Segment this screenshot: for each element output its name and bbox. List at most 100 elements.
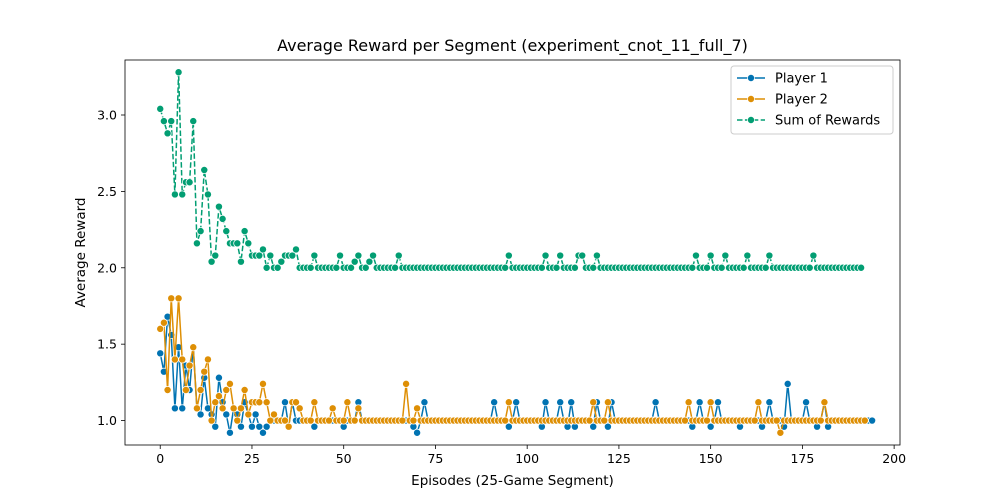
- data-point-player-2: [174, 294, 183, 303]
- data-point-player-2: [776, 428, 785, 437]
- y-tick-label: 2.5: [97, 184, 117, 199]
- data-point-player-1: [512, 398, 521, 407]
- data-point-player-2: [600, 416, 609, 425]
- data-point-player-1: [706, 422, 715, 431]
- x-tick-label: 0: [156, 451, 164, 466]
- data-point-player-1: [714, 398, 722, 407]
- x-axis: 0 25 50 75 100 125 150 175 200: [156, 445, 906, 466]
- data-point-player-2: [504, 398, 513, 407]
- data-point-player-2: [167, 294, 176, 303]
- x-tick-label: 50: [336, 451, 352, 466]
- data-point-sum-of-rewards: [365, 257, 374, 266]
- legend-marker: [747, 74, 755, 82]
- data-point-player-2: [402, 379, 411, 388]
- data-point-player-1: [504, 422, 513, 431]
- data-point-player-2: [236, 404, 245, 413]
- data-point-player-2: [501, 416, 510, 425]
- data-point-player-2: [603, 398, 612, 407]
- legend: Player 1 Player 2 Sum of Rewards: [730, 65, 894, 135]
- data-point-sum-of-rewards: [233, 239, 242, 248]
- data-point-player-2: [189, 343, 198, 352]
- data-point-sum-of-rewards: [578, 251, 587, 260]
- data-point-player-2: [306, 416, 315, 425]
- data-point-player-2: [706, 398, 715, 407]
- data-point-sum-of-rewards: [336, 251, 345, 260]
- data-point-player-1: [567, 398, 576, 407]
- data-point-player-2: [262, 398, 271, 407]
- legend-label: Player 2: [775, 93, 828, 108]
- data-point-player-1: [765, 398, 774, 407]
- data-point-sum-of-rewards: [200, 166, 209, 174]
- data-point-sum-of-rewards: [501, 263, 510, 272]
- data-point-player-1: [247, 422, 256, 431]
- data-point-sum-of-rewards: [266, 251, 275, 260]
- data-point-player-1: [251, 410, 260, 419]
- plot-area: [156, 68, 877, 437]
- data-point-player-2: [328, 404, 337, 413]
- data-point-player-2: [684, 398, 693, 407]
- data-point-player-2: [222, 386, 231, 394]
- data-point-sum-of-rewards: [369, 251, 378, 260]
- legend-label: Player 1: [775, 72, 828, 87]
- data-point-sum-of-rewards: [159, 117, 168, 126]
- data-point-player-1: [413, 428, 422, 437]
- data-point-sum-of-rewards: [185, 178, 194, 187]
- data-point-player-1: [178, 404, 187, 413]
- data-point-player-1: [556, 398, 565, 407]
- data-point-player-2: [200, 367, 209, 376]
- data-point-player-1: [783, 379, 792, 388]
- x-tick-label: 175: [790, 451, 814, 466]
- data-point-player-2: [860, 416, 869, 425]
- data-point-player-1: [196, 410, 205, 419]
- data-point-player-2: [211, 398, 220, 407]
- data-point-sum-of-rewards: [156, 104, 165, 113]
- data-point-player-1: [262, 422, 271, 431]
- data-point-sum-of-rewards: [332, 263, 341, 272]
- data-point-sum-of-rewards: [589, 263, 598, 272]
- data-point-sum-of-rewards: [262, 263, 271, 272]
- data-point-sum-of-rewards: [207, 257, 216, 266]
- legend-marker: [747, 116, 755, 124]
- data-point-player-2: [295, 404, 304, 413]
- data-point-sum-of-rewards: [288, 251, 297, 260]
- data-point-player-2: [343, 398, 352, 407]
- data-point-player-1: [222, 410, 231, 419]
- data-point-player-2: [750, 416, 759, 425]
- data-point-sum-of-rewards: [170, 190, 179, 199]
- data-point-sum-of-rewards: [739, 263, 748, 272]
- data-point-player-2: [163, 386, 172, 394]
- y-tick-label: 2.0: [97, 260, 117, 275]
- data-point-sum-of-rewards: [809, 251, 818, 260]
- data-point-sum-of-rewards: [292, 245, 300, 254]
- data-point-player-2: [772, 416, 781, 425]
- data-point-player-2: [214, 392, 223, 401]
- data-point-sum-of-rewards: [552, 263, 561, 272]
- x-tick-label: 75: [427, 451, 443, 466]
- data-point-player-1: [802, 398, 811, 407]
- data-point-player-1: [651, 398, 660, 407]
- data-point-sum-of-rewards: [174, 68, 183, 77]
- y-axis: 1.0 1.5 2.0 2.5 3.0: [97, 108, 125, 428]
- legend-item: Player 1: [737, 72, 828, 87]
- data-point-player-1: [236, 422, 245, 431]
- data-point-player-2: [170, 355, 179, 364]
- data-point-sum-of-rewards: [721, 251, 730, 260]
- data-point-player-1: [589, 422, 598, 431]
- data-point-player-2: [680, 416, 689, 425]
- data-point-player-2: [196, 386, 205, 394]
- data-point-player-1: [211, 422, 220, 431]
- data-point-player-1: [695, 398, 704, 407]
- data-point-sum-of-rewards: [203, 190, 212, 199]
- x-tick-label: 200: [882, 451, 906, 466]
- data-point-player-2: [181, 386, 190, 394]
- data-point-player-2: [255, 398, 264, 407]
- legend-item: Sum of Rewards: [737, 114, 880, 129]
- data-point-sum-of-rewards: [277, 257, 286, 266]
- data-point-sum-of-rewards: [570, 263, 579, 272]
- data-point-sum-of-rewards: [688, 263, 697, 272]
- data-point-player-2: [816, 416, 825, 425]
- data-point-player-2: [229, 404, 238, 413]
- data-point-sum-of-rewards: [218, 214, 227, 223]
- data-point-player-2: [192, 404, 201, 413]
- x-tick-label: 25: [244, 451, 260, 466]
